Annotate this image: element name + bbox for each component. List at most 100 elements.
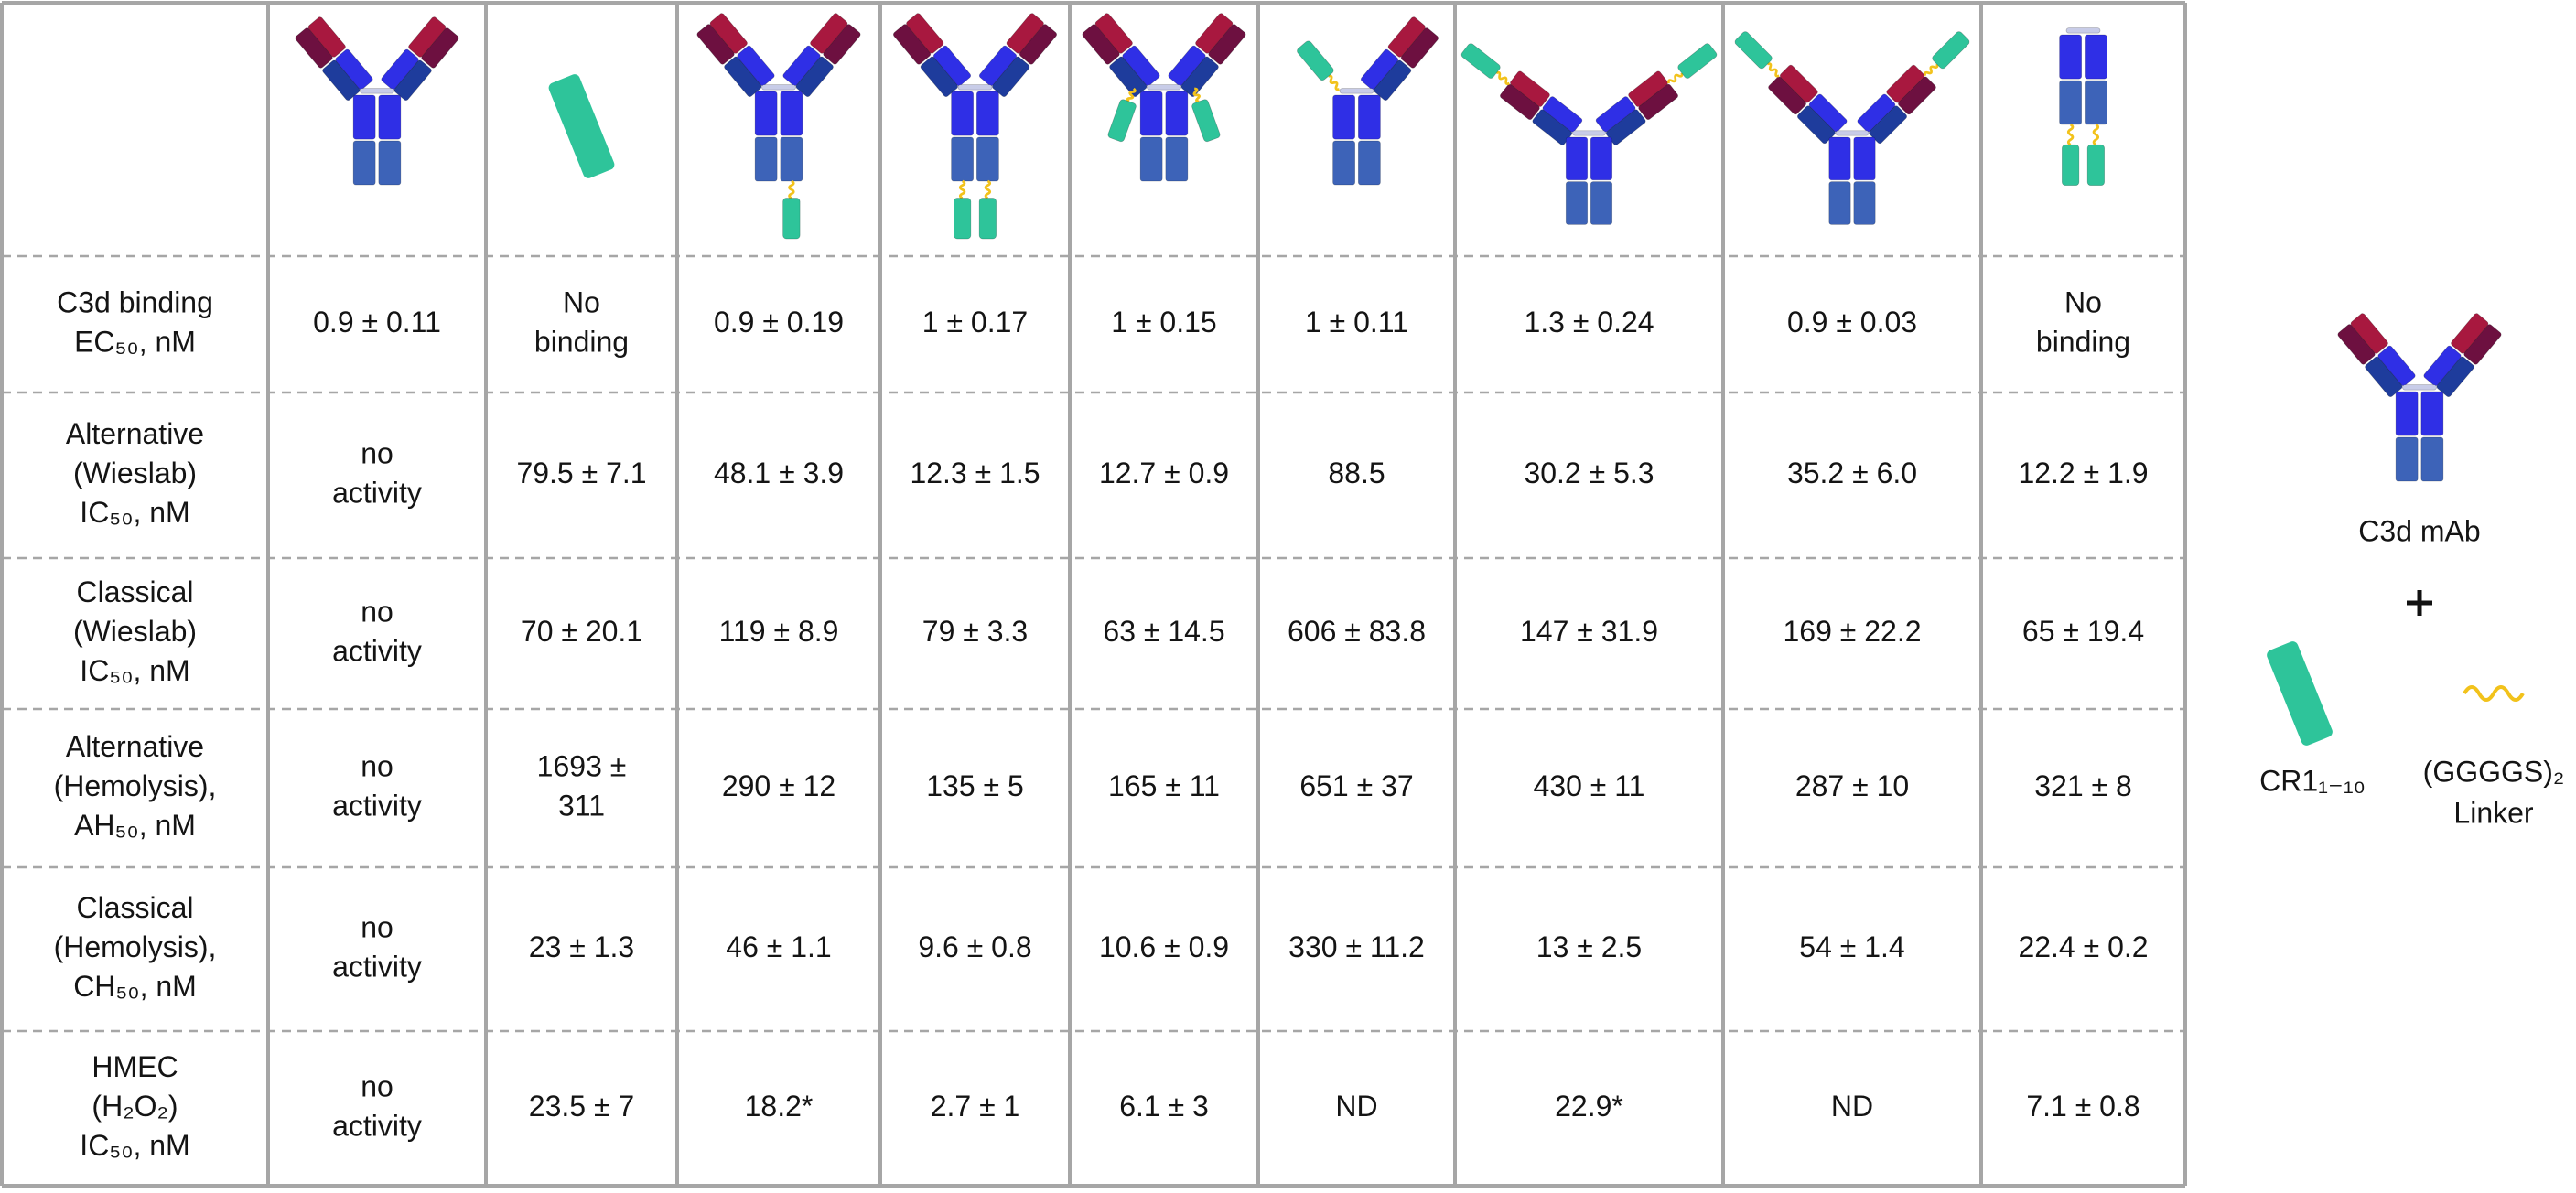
row-label: (Wieslab) bbox=[73, 457, 197, 489]
fab-arm bbox=[892, 13, 972, 98]
shape bbox=[951, 136, 975, 182]
cell-value: 430 ± 11 bbox=[1534, 769, 1645, 802]
shape bbox=[2065, 27, 2101, 34]
shape bbox=[1122, 45, 1160, 87]
row-label: Classical bbox=[76, 891, 193, 924]
cell-value: 6.1 ± 3 bbox=[1119, 1090, 1209, 1123]
cell-value: 7.1 ± 0.8 bbox=[2026, 1090, 2139, 1123]
linker bbox=[1767, 62, 1780, 78]
shape bbox=[1168, 45, 1206, 87]
cell-value: 30.2 ± 5.3 bbox=[1524, 457, 1654, 489]
cell-value: 9.6 ± 0.8 bbox=[918, 930, 1031, 963]
shape bbox=[1360, 48, 1399, 91]
shape bbox=[1332, 140, 1356, 186]
legend-cr1: CR1₁₋₁₀ bbox=[2259, 764, 2366, 797]
row-label: Alternative bbox=[66, 417, 204, 450]
row-label: (Hemolysis), bbox=[54, 930, 217, 963]
cell-value: 48.1 ± 3.9 bbox=[714, 457, 844, 489]
cell-value: 12.7 ± 0.9 bbox=[1099, 457, 1229, 489]
cell-value: 88.5 bbox=[1328, 457, 1385, 489]
cell-value: 321 ± 8 bbox=[2034, 769, 2132, 802]
shape bbox=[1510, 70, 1550, 107]
shape bbox=[1572, 130, 1606, 136]
shape bbox=[1339, 88, 1374, 94]
shape bbox=[1590, 136, 1613, 181]
cell-value: 1693 ± bbox=[537, 749, 627, 782]
cell-value: activity bbox=[332, 789, 422, 822]
shape bbox=[754, 91, 778, 136]
shape bbox=[932, 45, 972, 87]
fab-arm bbox=[1857, 31, 1970, 145]
fab-arm bbox=[2337, 313, 2416, 398]
shape bbox=[810, 13, 848, 54]
cell-value: 290 ± 12 bbox=[722, 769, 835, 802]
cell-value: 135 ± 5 bbox=[926, 769, 1024, 802]
cell-value: ND bbox=[1831, 1090, 1873, 1123]
cell-value: 119 ± 8.9 bbox=[719, 615, 839, 648]
row-label: (Hemolysis), bbox=[54, 769, 217, 802]
cell-value: 12.2 ± 1.9 bbox=[2018, 457, 2148, 489]
cell-value: No bbox=[2064, 285, 2102, 318]
shape bbox=[1779, 64, 1818, 103]
cell-value: 287 ± 10 bbox=[1795, 769, 1909, 802]
linker bbox=[1126, 87, 1137, 102]
row-label: EC₅₀, nM bbox=[74, 325, 196, 358]
shape bbox=[2086, 144, 2105, 187]
row-label: AH₅₀, nM bbox=[74, 809, 196, 842]
row-label: (H₂O₂) bbox=[92, 1090, 178, 1123]
linker bbox=[958, 179, 966, 199]
shape bbox=[2350, 313, 2388, 354]
cell-value: 22.4 ± 0.2 bbox=[2018, 930, 2148, 963]
antibody-icon bbox=[1297, 16, 1439, 186]
shape bbox=[1595, 96, 1636, 133]
cell-value: 2.7 ± 1 bbox=[931, 1090, 1020, 1123]
cell-value: activity bbox=[332, 476, 422, 509]
fab-arm bbox=[381, 16, 459, 102]
shape bbox=[1828, 181, 1851, 225]
shape bbox=[1565, 136, 1589, 181]
shape bbox=[780, 91, 803, 136]
shape bbox=[1853, 181, 1876, 225]
shape bbox=[906, 13, 944, 54]
row-label: IC₅₀, nM bbox=[80, 654, 189, 687]
cell-value: no bbox=[361, 749, 393, 782]
shape bbox=[2395, 436, 2419, 482]
shape bbox=[1898, 76, 1936, 115]
fab-arm bbox=[1168, 13, 1246, 98]
shape bbox=[782, 198, 801, 240]
shape bbox=[381, 48, 419, 91]
shape bbox=[957, 84, 993, 91]
fc-cr1-icon bbox=[2059, 27, 2107, 187]
cell-value: 147 ± 31.9 bbox=[1520, 615, 1658, 648]
shape bbox=[1886, 64, 1925, 103]
linker bbox=[1328, 74, 1340, 91]
shape bbox=[782, 45, 821, 87]
antibody-icon bbox=[892, 13, 1058, 240]
shape bbox=[1094, 13, 1133, 54]
shape bbox=[378, 94, 402, 140]
shape bbox=[1357, 94, 1381, 140]
fab-arm bbox=[2423, 313, 2502, 398]
shape bbox=[1357, 140, 1381, 186]
shape bbox=[2059, 34, 2083, 80]
shape bbox=[1835, 130, 1870, 136]
shape bbox=[1297, 40, 1334, 81]
antibody-icon bbox=[696, 13, 861, 240]
cell-value: activity bbox=[332, 950, 422, 983]
hinge-cr1 bbox=[1191, 87, 1221, 143]
linker bbox=[2066, 123, 2075, 146]
shape bbox=[2084, 80, 2107, 125]
shape bbox=[352, 94, 376, 140]
row-label: HMEC bbox=[92, 1050, 178, 1083]
cell-value: 54 ± 1.4 bbox=[1799, 930, 1904, 963]
fab-arm bbox=[1734, 31, 1848, 145]
shape bbox=[1768, 76, 1806, 115]
shape bbox=[1387, 16, 1426, 58]
legend: C3d mAb CR1₁₋₁₀ (GGGGS)₂ Linker bbox=[2259, 313, 2564, 829]
cell-value: 1 ± 0.17 bbox=[922, 306, 1028, 339]
shape bbox=[2062, 144, 2080, 187]
shape bbox=[2377, 345, 2416, 387]
shape bbox=[1191, 99, 1221, 143]
